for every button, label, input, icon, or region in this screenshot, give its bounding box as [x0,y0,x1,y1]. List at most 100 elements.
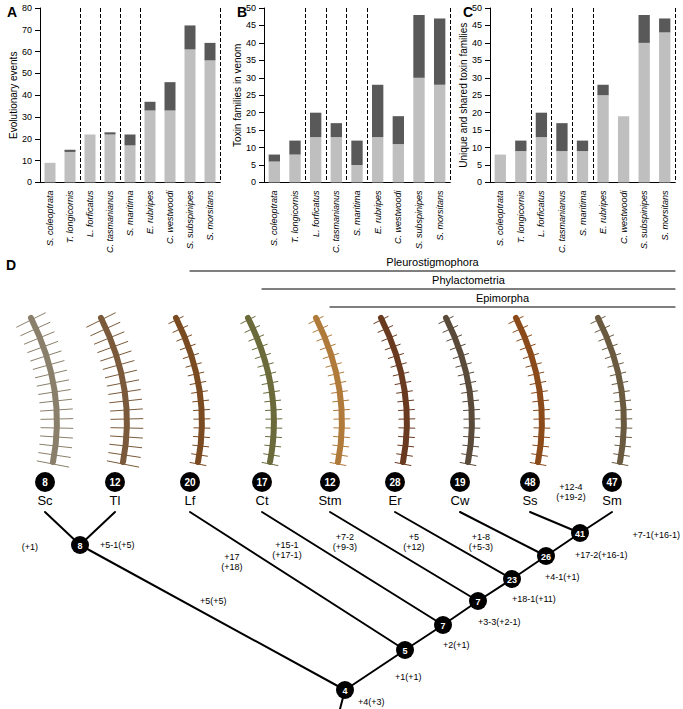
svg-text:50: 50 [472,3,482,13]
svg-text:+4-1(+1): +4-1(+1) [545,572,580,582]
svg-text:0: 0 [251,177,256,187]
svg-text:S. coleoptrata: S. coleoptrata [269,190,279,246]
svg-text:50: 50 [246,3,256,13]
svg-text:S. coleoptrata: S. coleoptrata [495,190,505,246]
svg-text:47: 47 [606,477,618,488]
svg-text:30: 30 [246,73,256,83]
svg-text:Pleurostigmophora: Pleurostigmophora [386,256,479,268]
svg-text:(+19-2): (+19-2) [556,492,585,502]
svg-text:S. maritima: S. maritima [352,190,362,236]
svg-text:15: 15 [472,125,482,135]
svg-text:10: 10 [246,143,256,153]
svg-text:S. morsitans: S. morsitans [435,190,445,241]
svg-text:T. longicornis: T. longicornis [516,190,526,243]
svg-text:C. tasmanianus: C. tasmanianus [557,190,567,253]
svg-text:Er: Er [389,493,403,508]
svg-text:5: 5 [402,646,407,656]
svg-text:(+18): (+18) [221,562,242,572]
svg-text:41: 41 [575,529,585,539]
svg-text:20: 20 [184,477,196,488]
svg-text:40: 40 [246,38,256,48]
svg-text:(+17-1): (+17-1) [272,550,301,560]
svg-text:E. rubripes: E. rubripes [373,190,383,234]
svg-text:C. westwoodi: C. westwoodi [393,189,403,244]
svg-text:L. forficatus: L. forficatus [536,190,546,237]
svg-text:40: 40 [22,90,32,100]
svg-text:7: 7 [475,597,480,607]
svg-text:0: 0 [477,177,482,187]
svg-text:+7-2: +7-2 [336,532,354,542]
svg-text:12: 12 [324,477,336,488]
svg-text:C. westwoodi: C. westwoodi [619,189,629,244]
svg-text:45: 45 [472,20,482,30]
svg-text:70: 70 [22,25,32,35]
svg-text:Sc: Sc [37,493,53,508]
svg-text:30: 30 [22,112,32,122]
svg-text:8: 8 [77,541,82,551]
svg-text:C: C [463,4,473,20]
svg-text:10: 10 [472,143,482,153]
svg-text:S. subspinipes: S. subspinipes [639,190,649,249]
svg-text:23: 23 [507,575,517,585]
svg-text:30: 30 [472,73,482,83]
svg-text:19: 19 [454,477,466,488]
svg-text:S. subspinipes: S. subspinipes [414,190,424,249]
svg-text:S. coleoptrata: S. coleoptrata [45,190,55,246]
svg-text:10: 10 [22,156,32,166]
svg-text:B: B [237,4,247,20]
svg-text:C. westwoodi: C. westwoodi [165,189,175,244]
svg-text:28: 28 [389,477,401,488]
svg-text:80: 80 [22,3,32,13]
svg-text:Phylactometria: Phylactometria [432,274,506,286]
svg-text:(+9-3): (+9-3) [333,542,357,552]
svg-text:+12-4: +12-4 [559,482,582,492]
svg-text:Tl: Tl [110,493,121,508]
svg-text:Epimorpha: Epimorpha [476,292,530,304]
svg-text:C. tasmanianus: C. tasmanianus [331,190,341,253]
svg-text:15: 15 [246,125,256,135]
svg-text:T. longicornis: T. longicornis [65,190,75,243]
svg-text:+5(+5): +5(+5) [200,596,227,606]
svg-text:35: 35 [472,55,482,65]
svg-text:L. forficatus: L. forficatus [85,190,95,237]
svg-text:5: 5 [477,160,482,170]
svg-text:(+12): (+12) [403,542,424,552]
svg-text:D: D [6,257,16,273]
svg-text:35: 35 [246,55,256,65]
svg-text:20: 20 [246,108,256,118]
svg-text:Unique and shared toxin famili: Unique and shared toxin families [458,23,469,168]
svg-text:5: 5 [251,160,256,170]
svg-text:Lf: Lf [185,493,196,508]
svg-text:E. rubripes: E. rubripes [145,190,155,234]
svg-text:L. forficatus: L. forficatus [311,190,321,237]
svg-text:7: 7 [440,621,445,631]
svg-text:+3-3(+2-1): +3-3(+2-1) [478,617,521,627]
svg-text:4: 4 [342,686,347,696]
svg-text:+15-1: +15-1 [275,540,298,550]
svg-text:25: 25 [246,90,256,100]
svg-text:(+5-3): (+5-3) [469,542,493,552]
svg-text:25: 25 [472,90,482,100]
svg-text:+5-1(+5): +5-1(+5) [100,540,135,550]
svg-text:50: 50 [22,68,32,78]
svg-text:17: 17 [256,477,268,488]
svg-text:+1(+1): +1(+1) [395,672,422,682]
svg-text:+17-2(+16-1): +17-2(+16-1) [575,550,628,560]
svg-text:Stm: Stm [318,493,341,508]
svg-text:T. longicornis: T. longicornis [290,190,300,243]
svg-text:S. maritima: S. maritima [125,190,135,236]
svg-text:+4(+3): +4(+3) [358,697,385,707]
svg-text:Ss: Ss [522,493,538,508]
svg-text:Cw: Cw [451,493,470,508]
svg-text:E. rubripes: E. rubripes [598,190,608,234]
svg-text:+2(+1): +2(+1) [443,640,470,650]
svg-text:40: 40 [472,38,482,48]
svg-text:26: 26 [541,552,551,562]
svg-text:0: 0 [27,177,32,187]
svg-text:48: 48 [524,477,536,488]
svg-text:20: 20 [22,134,32,144]
svg-text:Ct: Ct [256,493,269,508]
svg-text:S. maritima: S. maritima [578,190,588,236]
svg-text:Toxin families in venom: Toxin families in venom [232,44,243,147]
svg-text:45: 45 [246,20,256,30]
